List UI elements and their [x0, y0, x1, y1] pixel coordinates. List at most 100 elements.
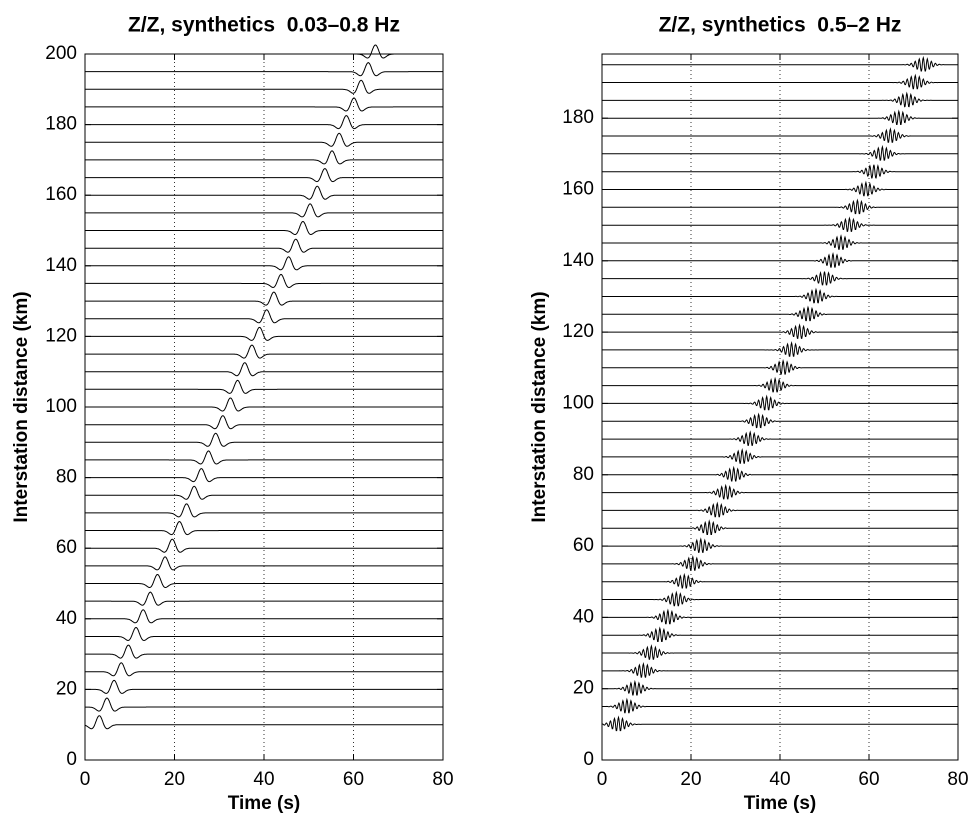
- trace: [602, 271, 958, 286]
- y-tick-label: 160: [45, 184, 77, 205]
- y-tick-label: 80: [573, 464, 594, 485]
- y-tick-label: 20: [573, 678, 594, 699]
- trace: [85, 168, 443, 183]
- x-tick-label: 0: [80, 769, 91, 790]
- trace: [85, 291, 443, 306]
- y-tick-label: 120: [45, 325, 77, 346]
- trace: [602, 91, 958, 108]
- trace: [85, 644, 443, 659]
- trace: [85, 573, 443, 588]
- trace: [85, 591, 443, 606]
- trace: [602, 608, 958, 625]
- trace: [602, 537, 958, 554]
- chart-title: Z/Z, synthetics 0.5–2 Hz: [659, 14, 902, 37]
- trace: [602, 358, 958, 375]
- trace: [85, 79, 443, 94]
- trace: [85, 415, 443, 430]
- trace: [602, 394, 958, 411]
- trace: [602, 180, 958, 197]
- y-tick-label: 180: [562, 107, 594, 128]
- trace: [85, 62, 443, 77]
- trace: [602, 412, 958, 429]
- chart-title: Z/Z, synthetics 0.03–0.8 Hz: [128, 14, 400, 37]
- trace: [602, 430, 958, 446]
- trace: [85, 326, 443, 341]
- y-tick-label: 60: [56, 537, 77, 558]
- trace: [85, 520, 443, 536]
- x-tick-label: 60: [343, 769, 364, 790]
- trace: [602, 697, 958, 714]
- y-tick-label: 100: [562, 392, 594, 413]
- y-tick-label: 180: [45, 114, 77, 135]
- y-tick-label: 0: [66, 749, 77, 770]
- trace: [85, 556, 443, 571]
- y-tick-label: 120: [562, 321, 594, 342]
- trace: [85, 238, 443, 253]
- y-tick-label: 80: [56, 467, 77, 488]
- trace: [85, 203, 443, 218]
- trace: [85, 273, 443, 289]
- trace: [602, 216, 958, 232]
- trace: [85, 626, 443, 642]
- x-tick-label: 60: [858, 769, 879, 790]
- trace: [85, 150, 443, 165]
- trace: [85, 256, 443, 271]
- trace: [85, 679, 443, 694]
- trace: [85, 362, 443, 377]
- trace: [85, 662, 443, 677]
- trace: [602, 572, 958, 589]
- trace: [602, 164, 958, 179]
- y-tick-label: 60: [573, 535, 594, 556]
- x-tick-label: 20: [164, 769, 185, 790]
- trace: [602, 73, 958, 90]
- x-tick-label: 20: [680, 769, 701, 790]
- trace: [85, 609, 443, 624]
- trace: [602, 501, 958, 518]
- trace: [602, 679, 958, 696]
- trace: [602, 109, 958, 125]
- trace: [85, 220, 443, 235]
- x-tick-label: 0: [597, 769, 608, 790]
- trace: [602, 555, 958, 571]
- trace: [602, 323, 958, 339]
- y-tick-label: 40: [573, 606, 594, 627]
- plot-frame: [601, 53, 959, 761]
- trace: [85, 44, 443, 59]
- trace: [85, 503, 443, 518]
- trace: [85, 697, 443, 712]
- x-axis-label: Time (s): [744, 793, 817, 814]
- trace: [85, 344, 443, 359]
- trace: [602, 198, 958, 215]
- trace: [602, 127, 958, 143]
- trace: [602, 448, 958, 464]
- trace: [85, 132, 443, 147]
- x-axis-label: Time (s): [228, 793, 301, 814]
- x-tick-label: 40: [253, 769, 274, 790]
- trace: [602, 287, 958, 304]
- trace: [602, 340, 958, 357]
- y-tick-label: 160: [562, 179, 594, 200]
- trace: [602, 305, 958, 322]
- trace: [85, 450, 443, 465]
- y-tick-label: 0: [583, 749, 594, 770]
- trace: [602, 144, 958, 161]
- trace: [85, 538, 443, 553]
- trace: [602, 662, 958, 678]
- trace: [602, 590, 958, 607]
- y-tick-label: 100: [45, 396, 77, 417]
- x-tick-label: 80: [432, 769, 453, 790]
- trace: [602, 55, 958, 72]
- trace: [85, 309, 443, 324]
- trace: [85, 485, 443, 500]
- x-tick-label: 40: [769, 769, 790, 790]
- trace: [85, 379, 443, 394]
- trace: [85, 397, 443, 412]
- y-tick-label: 140: [562, 250, 594, 271]
- trace: [85, 115, 443, 130]
- trace: [84, 715, 443, 730]
- x-tick-label: 80: [947, 769, 968, 790]
- trace: [602, 376, 958, 393]
- trace: [602, 234, 958, 250]
- y-tick-label: 140: [45, 255, 77, 276]
- trace: [602, 483, 958, 500]
